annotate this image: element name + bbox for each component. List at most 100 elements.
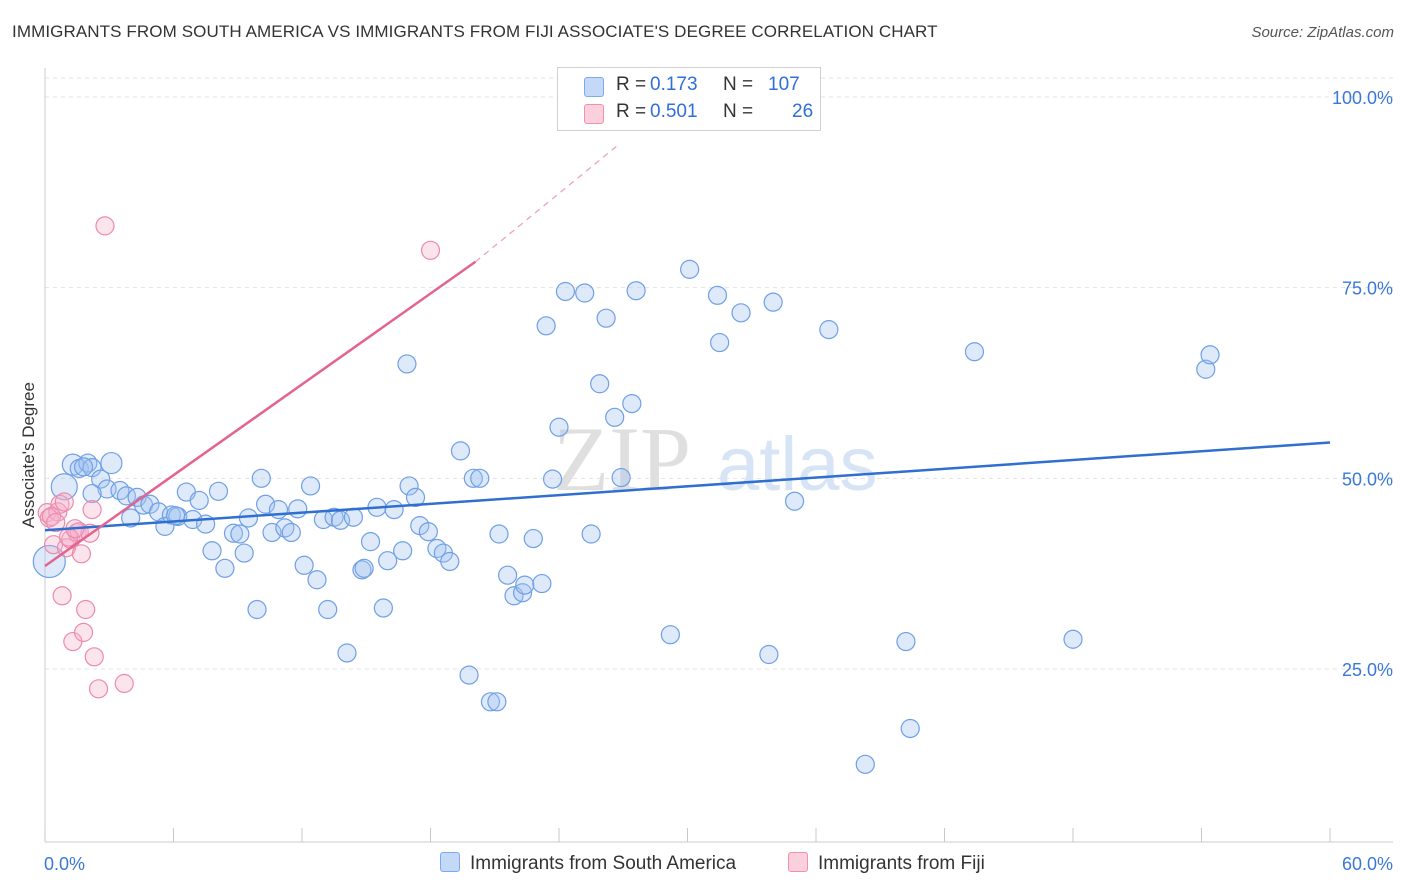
south-america-point-101	[1196, 359, 1216, 379]
south-america-point-51	[373, 598, 393, 618]
trendline-south-america	[44, 441, 1331, 532]
south-america-point-9	[110, 480, 130, 501]
bottom-legend-south-america: Immigrants from South America	[440, 852, 736, 878]
south-america-point-69	[498, 565, 518, 585]
south-america-point-42	[318, 599, 338, 620]
south-america-point-48	[354, 558, 374, 578]
south-america-point-56	[405, 487, 426, 507]
fiji-point-15	[82, 500, 102, 520]
south-america-point-25	[215, 558, 235, 578]
south-america-point-97	[896, 631, 916, 652]
axis-layer	[44, 68, 1393, 843]
south-america-point-32	[255, 494, 276, 514]
legend-r-label: R =	[616, 101, 647, 122]
south-america-point-83	[605, 407, 625, 427]
south-america-point-24	[208, 481, 229, 501]
south-america-point-100	[1063, 629, 1083, 649]
correlation-legend: R = 0.173 N = 107 R = 0.501 N = 26	[557, 67, 821, 131]
x-tick-label-0: 0.0%	[44, 854, 85, 874]
south-america-point-29	[238, 508, 259, 528]
south-america-point-30	[247, 599, 267, 620]
south-america-point-58	[418, 522, 438, 542]
south-america-point-73	[523, 528, 543, 549]
south-america-point-1	[50, 473, 78, 501]
south-america-point-55	[399, 476, 419, 496]
south-america-point-63	[459, 665, 479, 685]
legend-n-label: N =	[723, 74, 754, 95]
bottom-legend-swatch-fiji	[788, 852, 808, 872]
south-america-point-74	[532, 573, 552, 594]
south-america-point-87	[660, 625, 680, 645]
legend-r-value: 0.173	[650, 74, 698, 95]
south-america-point-36	[281, 522, 301, 543]
south-america-point-102	[1200, 345, 1220, 365]
fiji-point-17	[88, 679, 109, 699]
legend-r-label: R =	[616, 74, 647, 95]
legend-n-label: N =	[723, 101, 754, 122]
watermark: ZIP atlas	[553, 408, 878, 510]
south-america-point-84	[611, 467, 631, 488]
fiji-point-25	[54, 492, 74, 512]
bottom-legend-swatch-south-america	[440, 852, 460, 872]
south-america-point-76	[542, 469, 563, 489]
legend-n-value: 26	[792, 101, 814, 122]
legend-swatch-south-america	[584, 77, 604, 97]
south-america-point-86	[626, 281, 646, 301]
south-america-point-66	[480, 692, 501, 712]
fiji-point-12	[73, 622, 94, 642]
y-tick-label-50: 50.0%	[1342, 469, 1393, 489]
trendline-fiji	[44, 260, 477, 568]
south-america-point-93	[763, 292, 783, 312]
south-america-point-80	[581, 524, 601, 544]
fiji-point-19	[114, 673, 134, 694]
south-america-point-31	[251, 468, 271, 488]
south-america-point-95	[819, 320, 839, 340]
south-america-point-78	[555, 281, 576, 302]
trendline-fiji-extension	[475, 143, 620, 263]
south-america-point-62	[450, 441, 471, 461]
bottom-legend-label-fiji: Immigrants from Fiji	[818, 853, 985, 874]
south-america-point-21	[189, 490, 209, 511]
south-america-point-8	[100, 451, 123, 475]
south-america-point-38	[294, 555, 314, 575]
legend-n-value: 107	[768, 74, 800, 95]
trend-layer	[44, 143, 1331, 568]
south-america-point-71	[512, 583, 533, 603]
fiji-point-22	[46, 512, 66, 533]
fiji-point-18	[95, 216, 115, 236]
y-tick-label-75: 75.0%	[1342, 279, 1393, 299]
south-america-point-91	[731, 303, 751, 323]
south-america-point-53	[384, 500, 404, 520]
south-america-point-23	[202, 541, 222, 561]
south-america-point-46	[343, 507, 363, 527]
south-america-point-64	[463, 468, 483, 488]
south-america-point-85	[622, 393, 642, 414]
south-america-point-99	[964, 342, 985, 362]
fiji-point-11	[71, 544, 92, 564]
south-america-point-81	[590, 374, 610, 394]
fiji-point-16	[84, 647, 104, 667]
label-layer: 25.0% 50.0% 75.0% 100.0% 0.0% 60.0% Associate'…	[19, 88, 1393, 874]
south-america-point-72	[515, 575, 535, 595]
south-america-point-6	[91, 469, 111, 489]
south-america-point-40	[307, 570, 327, 590]
south-america-point-26	[223, 523, 244, 543]
y-tick-label-25: 25.0%	[1342, 660, 1393, 680]
source-label: Source: ZipAtlas.com	[1251, 24, 1394, 41]
south-america-point-90	[707, 285, 728, 305]
south-america-point-11	[121, 508, 141, 528]
south-america-point-79	[575, 283, 595, 303]
south-america-point-105	[73, 457, 94, 477]
chart-title: IMMIGRANTS FROM SOUTH AMERICA VS IMMIGRA…	[12, 22, 938, 41]
south-america-point-27	[230, 524, 250, 544]
south-america-point-103	[397, 354, 417, 374]
south-america-point-65	[470, 468, 490, 488]
south-america-point-45	[337, 643, 357, 663]
south-america-point-52	[378, 551, 398, 571]
south-america-point-33	[262, 522, 282, 543]
south-america-point-68	[489, 524, 509, 544]
y-axis-label: Associate's Degree	[19, 382, 38, 528]
y-tick-label-100: 100.0%	[1332, 88, 1393, 108]
south-america-point-92	[759, 644, 779, 665]
legend-r-value: 0.501	[650, 101, 698, 122]
